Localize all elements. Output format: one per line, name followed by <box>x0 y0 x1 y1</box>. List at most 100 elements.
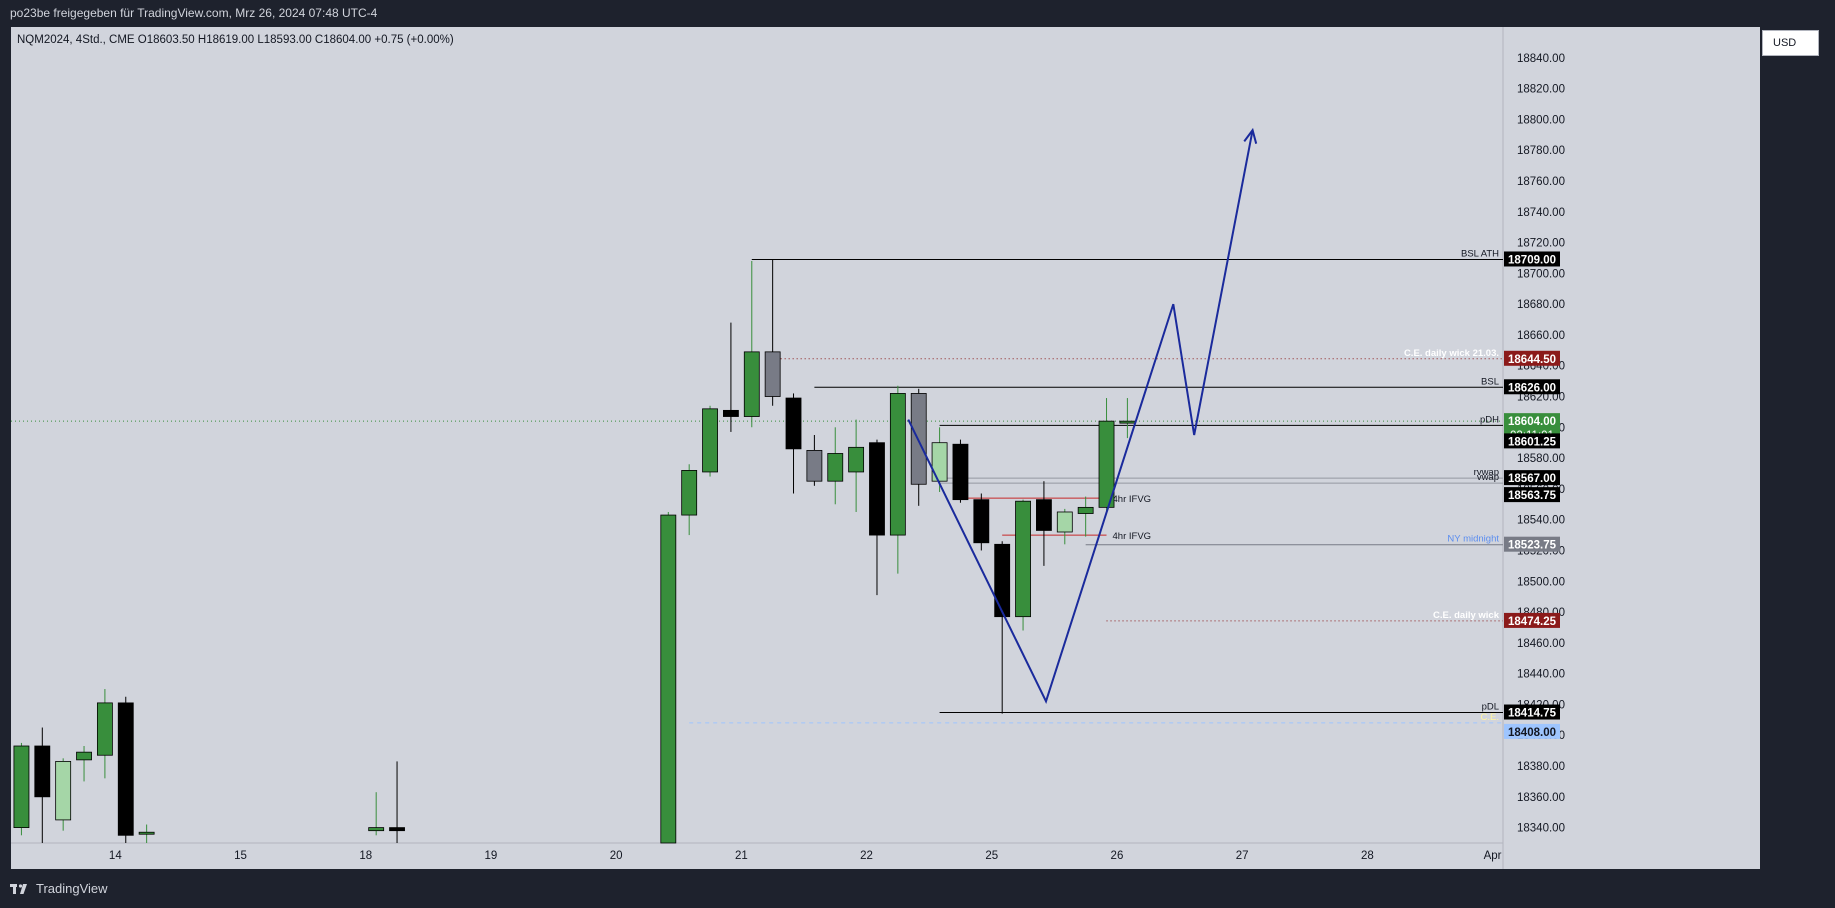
y-tick-label: 18800.00 <box>1517 114 1565 126</box>
candle-body <box>1077 506 1094 514</box>
price-label-bg <box>1504 536 1560 552</box>
candle-body <box>1119 420 1136 424</box>
price-label-bg <box>1504 612 1560 628</box>
price-label-bg <box>1504 379 1560 395</box>
y-tick-label: 18620.00 <box>1517 392 1565 404</box>
chart-share-header: po23be freigegeben für TradingView.com, … <box>0 0 1835 27</box>
candle-body <box>869 442 885 536</box>
price-label: 18408.00 <box>1508 727 1556 739</box>
candle-body <box>1015 500 1031 618</box>
level-label: pDL <box>1482 702 1499 713</box>
y-tick-label: 18500.00 <box>1517 576 1565 588</box>
y-tick-label: 18460.00 <box>1517 638 1565 650</box>
candlestick-chart[interactable]: 18340.0018360.0018380.0018400.0018420.00… <box>11 27 1760 869</box>
candle-body <box>785 397 802 450</box>
price-label-bg <box>1504 251 1560 267</box>
projection-path <box>907 129 1254 705</box>
y-tick-label: 18740.00 <box>1517 207 1565 219</box>
x-tick-label: 25 <box>985 850 998 862</box>
price-label: 18601.25 <box>1508 436 1557 448</box>
candle-body <box>827 453 844 482</box>
y-tick-label: 18720.00 <box>1517 238 1565 250</box>
x-tick-label: 22 <box>860 850 873 862</box>
projection-arrowhead <box>1243 127 1258 144</box>
candle-body <box>660 514 677 844</box>
chart-plot-area[interactable]: 18340.0018360.0018380.0018400.0018420.00… <box>11 27 1760 869</box>
candle-body <box>76 751 92 761</box>
x-tick-label: 27 <box>1236 850 1249 862</box>
candle-body <box>889 393 906 536</box>
x-tick-label: Apr <box>1484 850 1502 862</box>
y-tick-label: 18580.00 <box>1517 453 1565 465</box>
candle-body <box>764 351 781 397</box>
y-tick-label: 18540.00 <box>1517 515 1565 527</box>
brand-label: TradingView <box>36 881 108 896</box>
price-label: 18414.75 <box>1508 708 1557 720</box>
candle-body <box>681 470 698 516</box>
candle-body <box>389 827 405 832</box>
ohlc-legend: NQM2024, 4Std., CME O18603.50 H18619.00 … <box>17 34 454 46</box>
price-label-bg <box>1504 723 1560 739</box>
level-label: C.E. daily wick 21.03. <box>1404 348 1499 359</box>
candle-body <box>55 761 72 821</box>
y-tick-label: 18380.00 <box>1517 761 1565 773</box>
level-label: C.E. <box>1481 712 1499 723</box>
price-label: 18563.75 <box>1508 490 1557 502</box>
candle-body <box>13 745 30 829</box>
x-tick-label: 15 <box>234 850 247 862</box>
candle-body <box>138 831 155 835</box>
candle-body <box>1098 420 1115 508</box>
y-tick-label: 18780.00 <box>1517 145 1565 157</box>
x-tick-label: 18 <box>359 850 372 862</box>
level-label: C.E. daily wick <box>1433 610 1500 621</box>
level-label: pDH <box>1480 414 1499 425</box>
price-label: 18644.50 <box>1508 354 1556 366</box>
y-tick-label: 18680.00 <box>1517 299 1565 311</box>
x-tick-label: 21 <box>735 850 748 862</box>
candle-body <box>702 408 718 473</box>
y-tick-label: 18700.00 <box>1517 268 1565 280</box>
price-label-bg <box>1504 433 1560 449</box>
x-tick-label: 26 <box>1111 850 1124 862</box>
candle-body <box>973 499 990 544</box>
level-label: vwap <box>1477 472 1499 483</box>
x-tick-label: 28 <box>1361 850 1374 862</box>
candle-body <box>806 449 823 482</box>
price-label-bg <box>1504 350 1560 366</box>
candle-body <box>723 409 739 417</box>
price-label-bg <box>1504 470 1560 486</box>
candle-body <box>96 702 113 756</box>
level-label: BSL <box>1481 376 1499 387</box>
candle-body <box>34 745 51 798</box>
level-label: rvwap <box>1474 467 1499 478</box>
y-tick-label: 18360.00 <box>1517 792 1565 804</box>
candle-body <box>931 442 948 482</box>
fvg-label: 4hr IFVG <box>1113 531 1152 542</box>
candle-body <box>1056 511 1073 533</box>
level-label: NY midnight <box>1447 534 1499 545</box>
candle-body <box>952 443 969 501</box>
price-label: 18567.00 <box>1508 473 1556 485</box>
y-tick-label: 18820.00 <box>1517 84 1565 96</box>
tradingview-brand[interactable]: TradingView <box>10 869 108 908</box>
price-label-bg <box>1504 704 1560 720</box>
fvg-label: 4hr IFVG <box>1113 494 1152 505</box>
x-tick-label: 20 <box>610 850 623 862</box>
price-label: 18709.00 <box>1508 254 1556 266</box>
price-label: 18523.75 <box>1508 540 1557 552</box>
price-label: 18604.00 <box>1508 416 1556 428</box>
y-tick-label: 18760.00 <box>1517 176 1565 188</box>
candle-body <box>743 351 760 417</box>
price-label-bg <box>1504 487 1560 503</box>
x-tick-label: 14 <box>109 850 122 862</box>
price-label: 18474.25 <box>1508 616 1557 628</box>
candle-body <box>994 543 1011 618</box>
footer-bar: TradingView <box>0 869 1835 908</box>
tradingview-logo-icon <box>10 883 27 894</box>
y-tick-label: 18440.00 <box>1517 669 1565 681</box>
currency-button[interactable]: USD <box>1762 30 1819 56</box>
x-tick-label: 19 <box>485 850 498 862</box>
price-label: 18626.00 <box>1508 382 1556 394</box>
candle-body <box>368 827 385 832</box>
candle-body <box>848 446 865 473</box>
